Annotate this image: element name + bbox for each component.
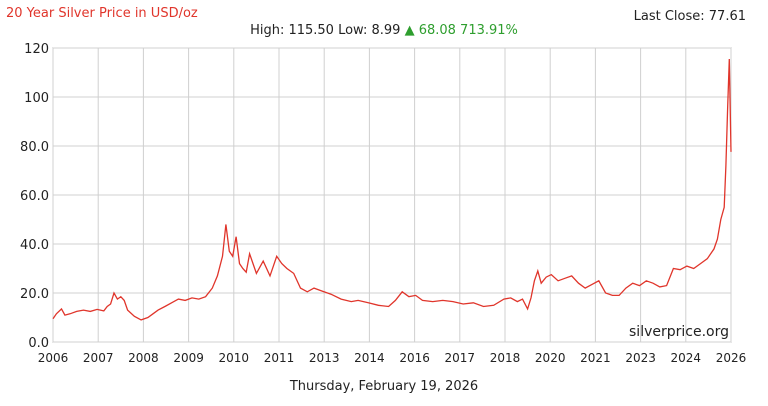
x-tick-label: 2007 (83, 351, 114, 365)
x-tick-label: 2006 (38, 351, 69, 365)
high-low-label: High: 115.50 Low: 8.99 (250, 23, 401, 38)
x-tick-label: 2009 (173, 351, 204, 365)
x-tick-label: 2020 (535, 351, 566, 365)
y-tick-label: 20.0 (20, 287, 49, 302)
y-tick-label: 60.0 (20, 189, 49, 204)
x-axis-ticks: 2006 2007 2008 2009 2010 2011 2013 2014 2016 2017… (38, 351, 747, 365)
chart-title: 20 Year Silver Price in USD/oz (6, 6, 198, 21)
change-label: ▲ 68.08 713.91% (404, 23, 518, 38)
x-tick-label: 2021 (580, 351, 611, 365)
x-tick-label: 2016 (399, 351, 430, 365)
x-tick-label: 2014 (354, 351, 385, 365)
x-tick-label: 2018 (490, 351, 521, 365)
chart-grid (52, 47, 732, 343)
y-axis-ticks: 0.0 20.0 40.0 60.0 80.0 100 120 (20, 42, 49, 351)
high-low-stats: High: 115.50 Low: 8.99 ▲ 68.08 713.91% (0, 23, 768, 38)
x-tick-label: 2010 (219, 351, 250, 365)
last-close-label: Last Close: 77.61 (633, 9, 746, 24)
x-tick-label: 2024 (671, 351, 702, 365)
watermark: silverprice.org (629, 324, 729, 340)
x-tick-label: 2011 (264, 351, 295, 365)
y-tick-label: 120 (24, 42, 49, 57)
x-tick-label: 2017 (445, 351, 476, 365)
x-tick-label: 2023 (625, 351, 656, 365)
y-tick-label: 0.0 (28, 336, 49, 351)
x-tick-label: 2013 (309, 351, 340, 365)
price-series-line (52, 58, 732, 321)
x-tick-label: 2008 (128, 351, 159, 365)
y-tick-label: 80.0 (20, 140, 49, 155)
x-tick-label: 2026 (716, 351, 747, 365)
chart-date: Thursday, February 19, 2026 (289, 379, 479, 394)
y-tick-label: 100 (24, 91, 49, 106)
y-tick-label: 40.0 (20, 238, 49, 253)
